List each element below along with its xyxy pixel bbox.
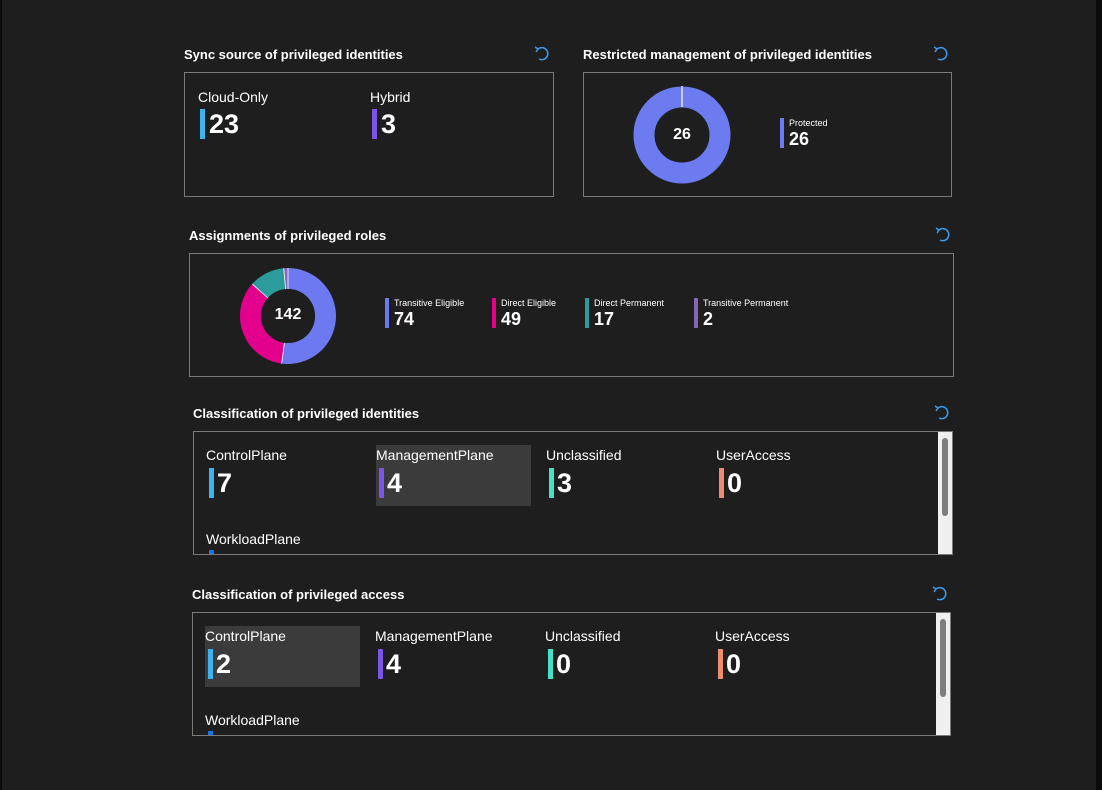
metric-value: 23 <box>209 109 240 139</box>
metric-label: Hybrid <box>370 89 411 105</box>
restricted-management-tile[interactable]: 26 Protected 26 <box>583 72 952 197</box>
legend-label: Transitive Permanent <box>703 298 789 308</box>
metric-value: 4 <box>387 468 403 498</box>
legend-value: 26 <box>789 129 810 149</box>
restricted-management-title: Restricted management of privileged iden… <box>583 47 872 62</box>
sync-source-title: Sync source of privileged identities <box>184 47 403 62</box>
color-bar <box>385 298 389 328</box>
legend-label: Transitive Eligible <box>394 298 465 308</box>
color-bar <box>719 468 724 498</box>
refresh-icon[interactable] <box>932 586 948 602</box>
scrollbar-thumb[interactable] <box>942 438 948 516</box>
metric-management-plane[interactable]: ManagementPlane 4 <box>375 627 530 687</box>
donut-separator <box>251 283 269 299</box>
metric-label: WorkloadPlane <box>206 531 301 547</box>
metric-value: 3 <box>381 109 397 139</box>
assignments-tile[interactable]: 142 Transitive Eligible 74 Direct Eligib… <box>189 253 954 377</box>
assignments-donut-chart[interactable] <box>238 266 338 366</box>
metric-label: UserAccess <box>716 447 791 463</box>
metric-management-plane[interactable]: ManagementPlane 4 <box>376 445 531 506</box>
color-bar <box>372 109 377 139</box>
metric-control-plane[interactable]: ControlPlane 2 <box>205 626 360 687</box>
metric-label: Unclassified <box>546 447 622 463</box>
metric-user-access[interactable]: UserAccess 0 <box>715 627 870 687</box>
donut-segment-direct-permanent[interactable] <box>252 268 286 298</box>
legend-value: 2 <box>703 309 714 329</box>
metric-unclassified[interactable]: Unclassified 0 <box>545 627 700 687</box>
legend-label: Direct Permanent <box>594 298 665 308</box>
legend-value: 17 <box>594 309 615 329</box>
donut-total: 26 <box>673 126 691 143</box>
color-bar <box>209 468 214 498</box>
metric-label: Cloud-Only <box>198 89 269 105</box>
metric-value: 0 <box>727 468 743 498</box>
metric-value: 2 <box>216 649 232 679</box>
metric-label: ManagementPlane <box>376 447 494 463</box>
donut-segment-transitive-eligible[interactable] <box>281 268 336 364</box>
protected-donut-chart[interactable] <box>632 85 732 185</box>
left-edge <box>0 0 2 790</box>
metric-label: WorkloadPlane <box>205 712 300 728</box>
color-bar <box>780 118 784 148</box>
metric-cloud-only[interactable]: Cloud-Only 23 <box>197 87 347 147</box>
metric-label: ControlPlane <box>205 628 286 644</box>
metric-user-access[interactable]: UserAccess 0 <box>716 446 871 506</box>
donut-total: 142 <box>274 306 302 323</box>
donut-segment-transitive-permanent[interactable] <box>283 268 288 290</box>
donut-separator <box>281 342 285 364</box>
refresh-icon[interactable] <box>935 227 951 243</box>
donut-segment-direct-eligible[interactable] <box>240 283 285 364</box>
metric-value: 0 <box>556 649 572 679</box>
color-bar <box>549 468 554 498</box>
color-bar <box>718 649 723 679</box>
legend-label: Protected <box>789 118 828 128</box>
metric-label: ManagementPlane <box>375 628 493 644</box>
metric-value: 7 <box>217 468 233 498</box>
color-bar <box>379 468 384 498</box>
color-bar <box>378 649 383 679</box>
color-bar <box>208 649 213 679</box>
metric-label: ControlPlane <box>206 447 287 463</box>
vertical-scrollbar[interactable] <box>936 613 950 735</box>
sync-source-tile[interactable]: Cloud-Only 23 Hybrid 3 <box>184 72 554 197</box>
color-bar <box>548 649 553 679</box>
right-edge <box>1096 0 1102 790</box>
color-bar <box>694 298 698 328</box>
refresh-icon[interactable] <box>934 405 950 421</box>
classification-access-title: Classification of privileged access <box>192 587 405 602</box>
classification-identities-tile[interactable]: ControlPlane 7 ManagementPlane 4 Unclass… <box>193 431 953 555</box>
color-bar <box>209 550 214 554</box>
color-bar <box>585 298 589 328</box>
metric-label: UserAccess <box>715 628 790 644</box>
metric-value: 3 <box>557 468 573 498</box>
metric-value: 4 <box>386 649 402 679</box>
color-bar <box>200 109 205 139</box>
metric-hybrid[interactable]: Hybrid 3 <box>369 87 519 147</box>
donut-hole <box>261 289 315 343</box>
assignments-title: Assignments of privileged roles <box>189 228 387 243</box>
scrollbar-thumb[interactable] <box>940 619 946 697</box>
donut-separator <box>283 268 287 290</box>
classification-identities-title: Classification of privileged identities <box>193 406 420 421</box>
metric-control-plane[interactable]: ControlPlane 7 <box>206 446 361 506</box>
color-bar <box>208 731 213 735</box>
metric-label: Unclassified <box>545 628 621 644</box>
refresh-icon[interactable] <box>933 46 949 62</box>
refresh-icon[interactable] <box>534 46 550 62</box>
metric-value: 0 <box>726 649 742 679</box>
vertical-scrollbar[interactable] <box>938 432 952 554</box>
classification-access-tile[interactable]: ControlPlane 2 ManagementPlane 4 Unclass… <box>192 612 951 736</box>
legend-value: 74 <box>394 309 415 329</box>
metric-unclassified[interactable]: Unclassified 3 <box>546 446 701 506</box>
legend-label: Direct Eligible <box>501 298 557 308</box>
legend-value: 49 <box>501 309 522 329</box>
color-bar <box>492 298 496 328</box>
metric-workload-plane[interactable]: WorkloadPlane <box>205 711 360 735</box>
metric-workload-plane[interactable]: WorkloadPlane <box>206 530 361 554</box>
